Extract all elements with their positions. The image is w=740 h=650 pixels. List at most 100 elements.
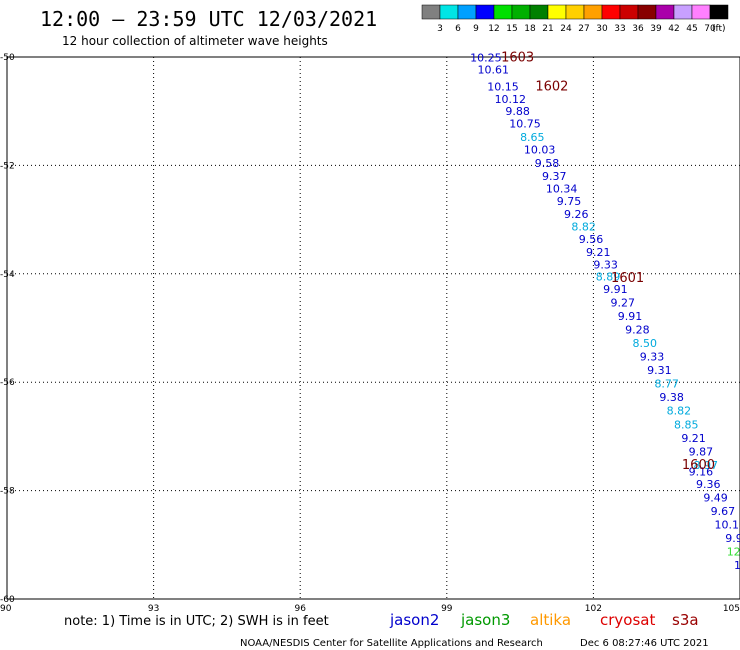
swh-value-label: 8.82: [667, 405, 692, 418]
colorbar-swatch: [691, 4, 711, 20]
colorbar-swatch: [547, 4, 567, 20]
swh-value-label: 10.03: [524, 143, 556, 156]
x-tick-label: 99: [441, 604, 453, 614]
x-tick-label: 93: [148, 604, 159, 614]
swh-value-label: 9.27: [610, 296, 635, 309]
pass-number-label: 1602: [535, 80, 568, 95]
swh-value-label: 10.15: [714, 519, 740, 532]
colorbar-label: 24: [560, 24, 572, 34]
colorbar-swatch: [457, 4, 477, 20]
pass-number-label: 1601: [611, 271, 644, 286]
colorbar-label: 42: [668, 24, 679, 34]
swh-value-label: 9.21: [681, 432, 706, 445]
colorbar-swatch: [583, 4, 603, 20]
swh-value-label: 9.56: [579, 233, 604, 246]
colorbar-swatch: [601, 4, 621, 20]
satellite-legend-s3a: s3a: [672, 611, 699, 629]
colorbar-label: 36: [632, 24, 644, 34]
swh-value-label: 9.67: [711, 505, 736, 518]
swh-value-label: 8.65: [520, 131, 545, 144]
swh-value-label: 10.12: [495, 93, 527, 106]
colorbar-label: 6: [455, 24, 461, 34]
colorbar-label: 3: [437, 24, 443, 34]
colorbar-label: 39: [650, 24, 662, 34]
y-tick-label: -56: [0, 378, 15, 388]
swh-value-label: 8.50: [632, 337, 657, 350]
satellite-legend-jason3: jason3: [460, 611, 510, 629]
data-points: 10.2510.6110.1510.129.8810.758.6510.039.…: [470, 51, 740, 572]
swh-value-label: 8.85: [674, 418, 699, 431]
x-tick-label: 90: [0, 604, 12, 614]
swh-value-label: 9.33: [640, 351, 665, 364]
swh-value-label: 9.91: [618, 310, 643, 323]
swh-value-label: 10.61: [477, 63, 509, 76]
chart-title: 12:00 – 23:59 UTC 12/03/2021: [40, 7, 377, 31]
colorbar-swatch: [493, 4, 513, 20]
colorbar-label: 9: [473, 24, 479, 34]
swh-value-label: 9.21: [586, 246, 611, 259]
swh-value-label: 8.82: [571, 220, 596, 233]
pass-number-label: 1603: [501, 50, 534, 65]
satellite-legend-altika: altika: [530, 611, 571, 629]
swh-value-label: 10.15: [487, 81, 519, 94]
pass-number-label: 1600: [682, 458, 715, 473]
colorbar-swatch: [421, 4, 441, 20]
x-tick-label: 96: [294, 604, 306, 614]
colorbar-label: 12: [488, 24, 499, 34]
y-tick-label: -58: [0, 487, 15, 497]
footer-timestamp: Dec 6 08:27:46 UTC 2021: [580, 638, 709, 649]
y-tick-label: -54: [0, 270, 15, 280]
footer-credit: NOAA/NESDIS Center for Satellite Applica…: [240, 638, 543, 649]
plot-frame: [6, 56, 740, 600]
colorbar-label: 18: [524, 24, 536, 34]
colorbar-swatch: [565, 4, 585, 20]
satellite-legend: jason2 jason3 altika cryosat s3a: [389, 611, 699, 629]
colorbar-label: 45: [686, 24, 697, 34]
swh-value-label: 9.49: [703, 491, 728, 504]
y-tick-label: -52: [0, 161, 15, 171]
satellite-legend-jason2: jason2: [389, 611, 439, 629]
swh-value-label: 9.58: [535, 157, 560, 170]
colorbar-unit: (ft): [712, 24, 726, 34]
swh-value-label: 9.99: [725, 532, 740, 545]
colorbar-swatch: [673, 4, 693, 20]
swh-value-label: 8.77: [654, 378, 679, 391]
y-tick-label: -50: [0, 53, 15, 63]
swh-value-label: 8.97: [694, 459, 719, 472]
satellite-legend-cryosat: cryosat: [600, 611, 655, 629]
colorbar-swatch: [655, 4, 675, 20]
swh-value-label: 9.37: [542, 170, 567, 183]
swh-value-label: 9.28: [625, 323, 650, 336]
x-axis-ticks: 90 93 96 99 102 105: [0, 604, 740, 614]
colorbar-label: 30: [596, 24, 608, 34]
footer-note: note: 1) Time is in UTC; 2) SWH is in fe…: [64, 614, 329, 629]
x-tick-label: 105: [723, 604, 740, 614]
colorbar-swatch: [637, 4, 657, 20]
swh-value-label: 9.91: [603, 283, 628, 296]
colorbar-swatch: [439, 4, 459, 20]
swh-value-label: 10.75: [509, 117, 541, 130]
chart-subtitle: 12 hour collection of altimeter wave hei…: [62, 34, 328, 48]
colorbar-swatch: [511, 4, 531, 20]
colorbar-label: 15: [506, 24, 517, 34]
plot-area: 90 93 96 99 102 105 -50-52-54-56-58-60 10.251…: [0, 50, 740, 614]
swh-value-label: 11.04: [734, 559, 740, 572]
swh-value-label: 8.89: [596, 270, 621, 283]
swh-value-label: 10.25: [470, 51, 502, 64]
swh-value-label: 9.38: [659, 391, 684, 404]
swh-value-label: 9.75: [557, 195, 582, 208]
swh-value-label: 10.34: [546, 183, 578, 196]
swh-value-label: 9.16: [689, 465, 714, 478]
y-tick-label: -60: [0, 595, 15, 605]
colorbar-swatch: [529, 4, 549, 20]
swh-value-label: 9.26: [564, 208, 589, 221]
colorbar-label: 27: [578, 24, 589, 34]
colorbar-label: 21: [542, 24, 553, 34]
colorbar-label: 70: [704, 24, 716, 34]
colorbar-label: 33: [614, 24, 625, 34]
swh-value-label: 9.36: [696, 478, 721, 491]
swh-value-label: 9.31: [647, 364, 672, 377]
swh-value-label: 12.39: [727, 546, 740, 559]
x-tick-label: 102: [585, 604, 602, 614]
